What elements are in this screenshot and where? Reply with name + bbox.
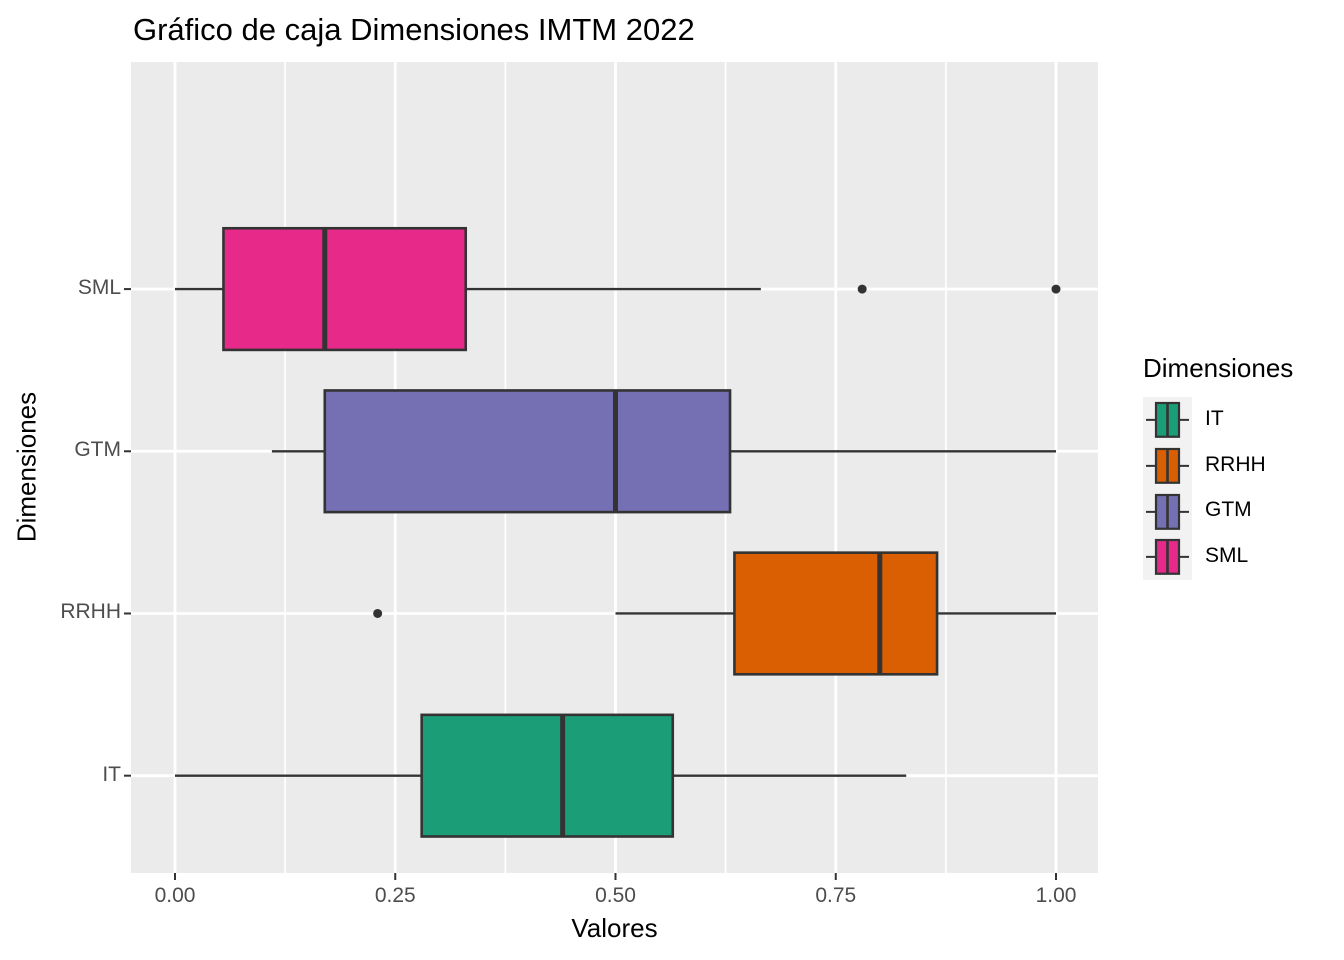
legend-boxplot-glyph — [1146, 539, 1189, 576]
boxplot-rrhh-outlier-point — [373, 608, 383, 618]
boxplot-sml-box — [222, 226, 468, 352]
y-tick-label: RRHH — [60, 600, 121, 624]
legend-title: Dimensiones — [1143, 353, 1294, 383]
x-tick-label: 0.00 — [154, 884, 196, 907]
legend-boxplot-glyph — [1146, 493, 1189, 530]
y-tick-label: IT — [102, 762, 121, 786]
legend-key-gtm — [1143, 488, 1192, 535]
legend-label-it: IT — [1205, 406, 1224, 430]
legend-key-it — [1143, 397, 1192, 443]
legend-key-sml — [1143, 534, 1192, 580]
boxplot-it-box — [420, 713, 675, 838]
y-tick-label: SML — [77, 276, 121, 300]
y-axis-title: Dimensiones — [11, 391, 42, 543]
legend-label-sml: SML — [1205, 544, 1249, 568]
x-axis-title: Valores — [571, 913, 658, 943]
y-tick-label: GTM — [74, 438, 121, 462]
legend-boxplot-glyph — [1146, 447, 1189, 484]
boxplot-rrhh-box — [733, 551, 939, 676]
x-tick-label: 0.25 — [374, 884, 416, 907]
legend-label-gtm: GTM — [1205, 498, 1252, 522]
boxplot-gtm-box — [323, 389, 732, 514]
boxplot-sml-outlier-point — [1051, 284, 1061, 294]
legend-label-rrhh: RRHH — [1205, 452, 1266, 476]
chart-title: Gráfico de caja Dimensiones IMTM 2022 — [133, 12, 695, 47]
x-tick-label: 0.50 — [595, 884, 636, 907]
legend-boxplot-glyph — [1146, 401, 1189, 438]
boxplot-sml-outlier-point — [857, 284, 867, 294]
legend-key-rrhh — [1143, 442, 1192, 489]
x-tick-label: 0.75 — [815, 884, 857, 907]
x-tick-label: 1.00 — [1035, 884, 1077, 907]
